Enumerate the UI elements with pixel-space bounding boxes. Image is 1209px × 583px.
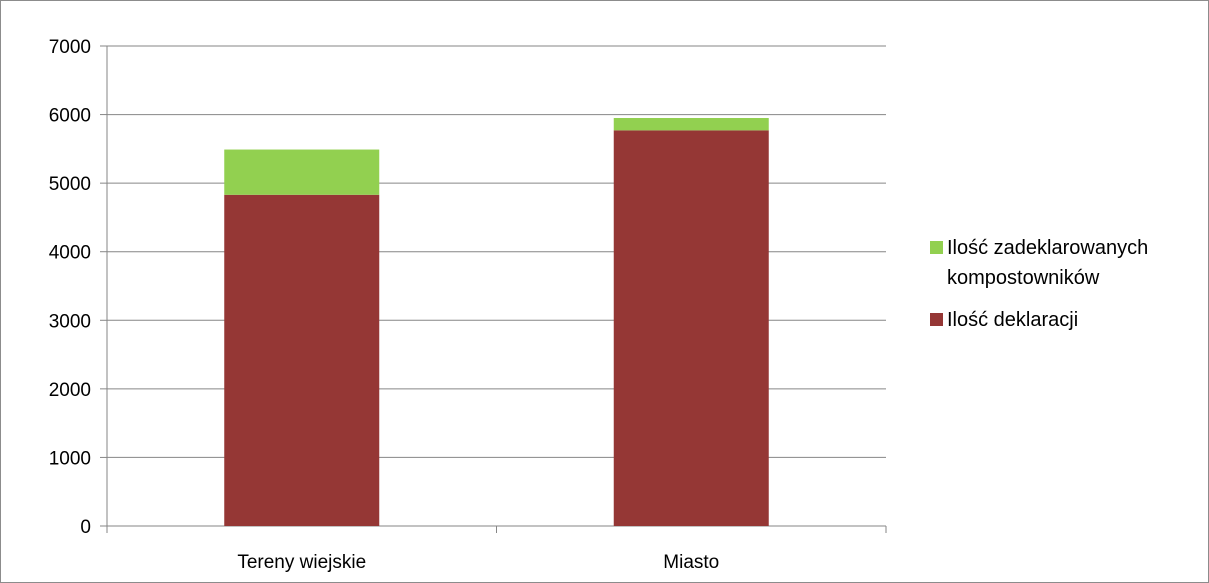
y-tick-label: 6000: [49, 106, 91, 127]
legend-label: Ilość zadeklarowanych kompostowników: [947, 237, 1149, 289]
y-tick-label: 7000: [49, 37, 91, 58]
y-tick-label: 0: [80, 517, 91, 538]
y-tick-label: 1000: [49, 448, 91, 469]
bar-segment: [613, 130, 769, 527]
y-tick-label: 3000: [49, 311, 91, 332]
x-tick-label: Miasto: [663, 552, 719, 573]
tick-labels: 0 1000 2000 3000 4000 5000 6000 7000 Tereny wiej…: [49, 37, 720, 573]
gridlines: [107, 45, 886, 458]
y-tick-label: 5000: [49, 174, 91, 195]
bars: [224, 118, 769, 527]
bar-segment: [224, 149, 380, 195]
legend-item: Ilość zadeklarowanych kompostowników: [930, 233, 1200, 293]
legend-swatch: [930, 241, 943, 254]
x-tick-label: Tereny wiejskie: [237, 552, 366, 573]
legend-label: Ilość deklaracji: [947, 309, 1079, 331]
legend-item: Ilość deklaracji: [930, 305, 1200, 335]
y-tick-label: 2000: [49, 380, 91, 401]
y-tick-label: 4000: [49, 243, 91, 264]
bar-segment: [224, 194, 380, 527]
bar-segment: [613, 118, 769, 131]
legend: Ilość zadeklarowanych kompostowników Iloś…: [930, 233, 1200, 347]
legend-swatch: [930, 313, 943, 326]
